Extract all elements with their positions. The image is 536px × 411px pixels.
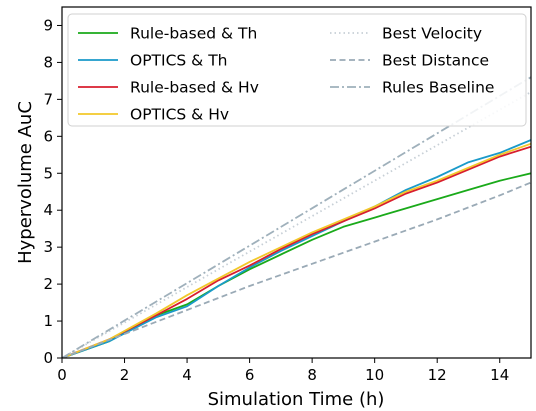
x-tick-label: 6 (245, 366, 255, 384)
legend-label-2: Rule-based & Hv (130, 79, 259, 97)
y-tick-label: 4 (43, 201, 53, 219)
legend-box (67, 13, 527, 127)
x-tick-label: 0 (57, 366, 67, 384)
series-line-0 (62, 172, 531, 358)
x-tick-label: 4 (182, 366, 192, 384)
y-axis-label: Hypervolume AuC (15, 101, 36, 264)
legend-label-0: Rule-based & Th (130, 25, 257, 43)
y-tick-label: 5 (43, 164, 53, 182)
legend-label-5: Best Distance (382, 52, 489, 70)
plot-area-frame (61, 6, 532, 359)
legend-label-6: Rules Baseline (382, 79, 494, 97)
series-line-2 (62, 145, 531, 358)
x-tick-label: 2 (120, 366, 130, 384)
y-tick-label: 7 (43, 90, 53, 108)
x-tick-label: 10 (365, 366, 384, 384)
y-axis-ticks: 0 1 2 3 4 5 6 7 8 9 (43, 16, 62, 367)
y-tick-label: 6 (43, 127, 53, 145)
series-line-4 (62, 91, 531, 358)
x-axis-label: Simulation Time (h) (208, 389, 385, 410)
x-tick-label: 8 (307, 366, 317, 384)
y-tick-label: 8 (43, 53, 53, 71)
series-line-1 (62, 139, 531, 358)
y-tick-label: 0 (43, 349, 53, 367)
y-tick-label: 2 (43, 275, 53, 293)
x-tick-label: 14 (490, 366, 509, 384)
x-tick-label: 12 (428, 366, 447, 384)
series-line-3 (62, 142, 531, 358)
y-tick-label: 3 (43, 238, 53, 256)
series-line-5 (62, 181, 531, 358)
legend-label-4: Best Velocity (382, 25, 482, 43)
y-tick-label: 9 (43, 16, 53, 34)
legend-label-1: OPTICS & Th (130, 52, 227, 70)
legend: Rule-based & Th OPTICS & Th Rule-based & H… (67, 13, 527, 127)
legend-label-3: OPTICS & Hv (130, 106, 229, 124)
x-axis-ticks: 0 2 4 6 8 10 12 14 (57, 358, 509, 384)
y-tick-label: 1 (43, 312, 53, 330)
